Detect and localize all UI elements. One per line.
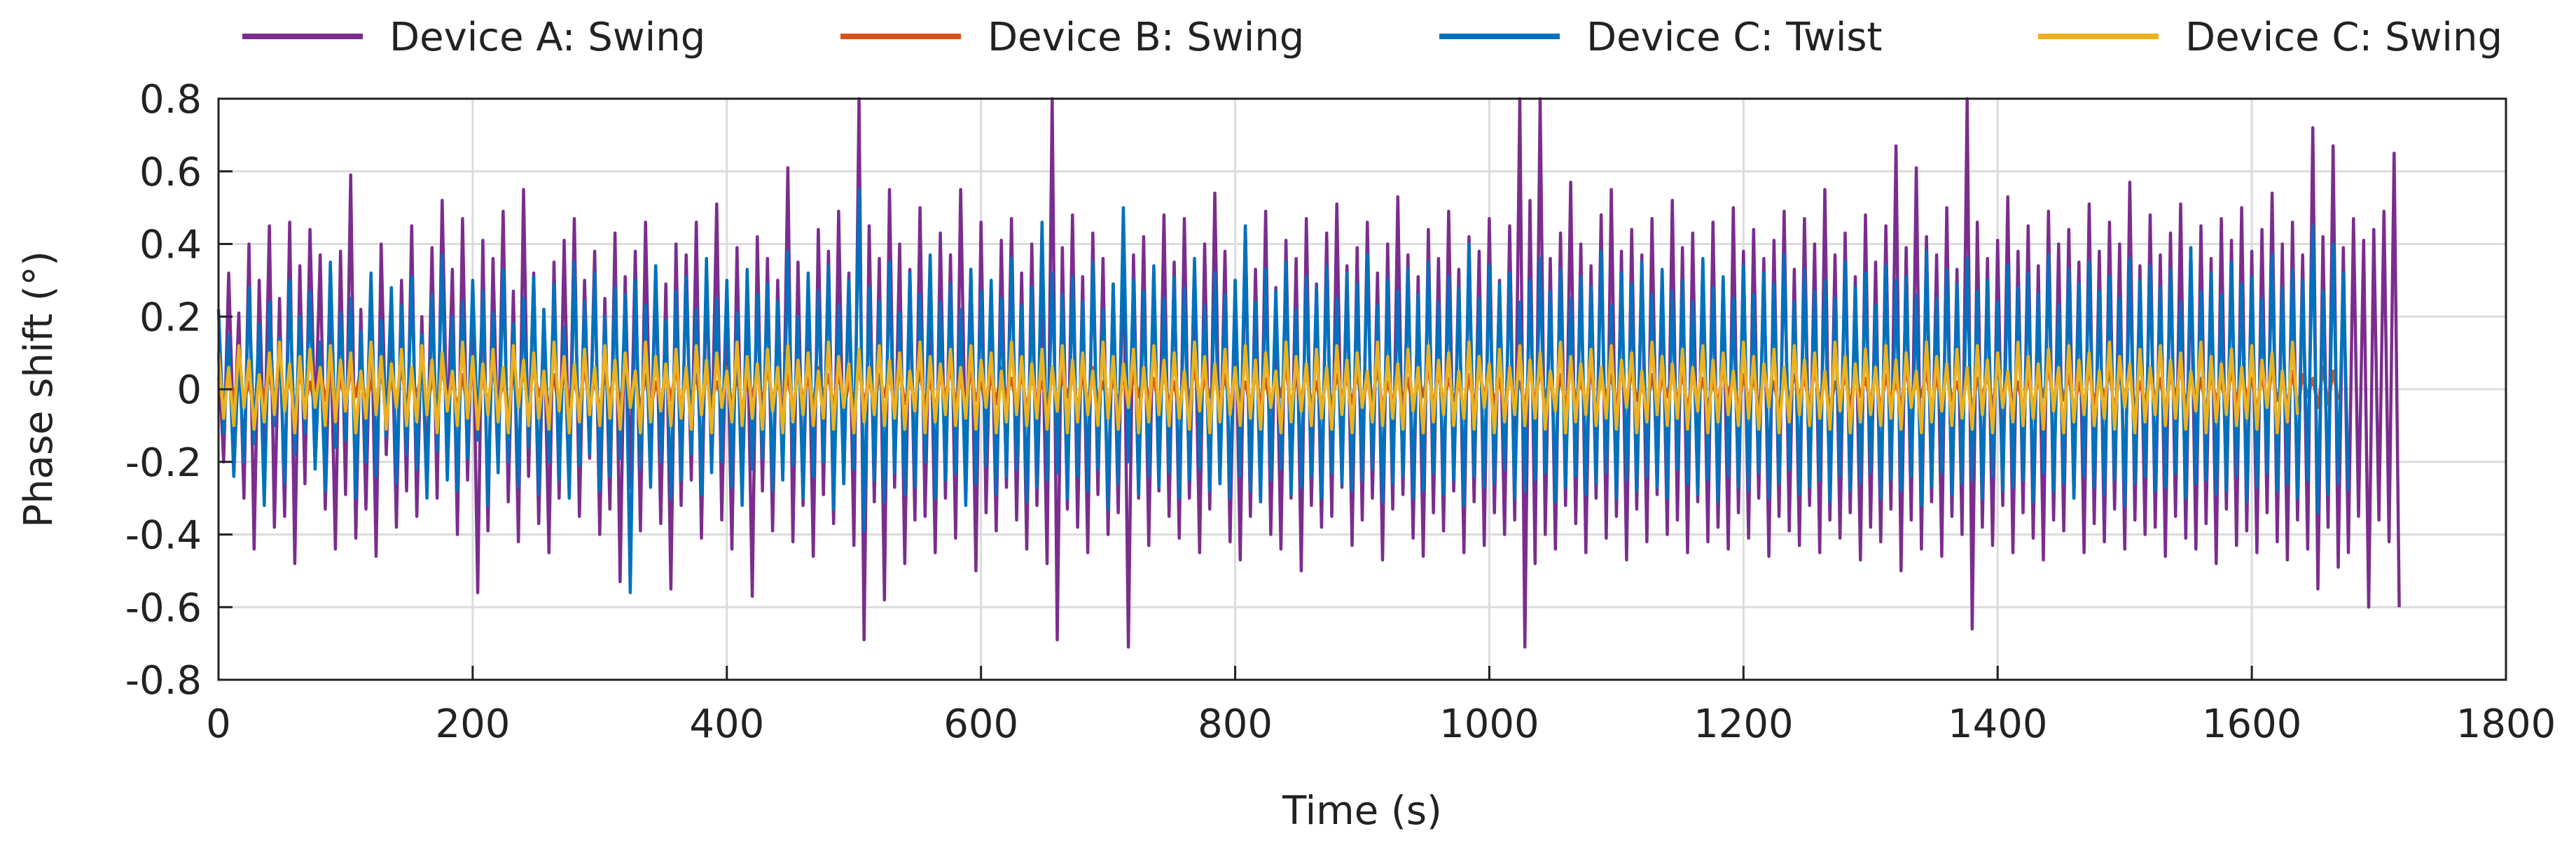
series-layer (216, 97, 2401, 649)
legend: Device A: Swing Device B: Swing Device C: … (242, 15, 2502, 60)
x-tick-label: 0 (206, 701, 231, 747)
y-tick-label: -0.2 (125, 440, 202, 486)
x-tick-label: 1000 (1439, 701, 1539, 747)
x-tick-label: 1800 (2456, 701, 2556, 747)
y-tick-label: 0.2 (139, 295, 202, 340)
x-axis-label: Time (s) (1282, 788, 1442, 834)
y-tick-label: -0.6 (125, 585, 202, 631)
x-tick-label: 1600 (2202, 701, 2302, 747)
legend-label: Device C: Twist (1586, 15, 1883, 60)
legend-label: Device A: Swing (389, 15, 705, 60)
x-tick-label: 400 (689, 701, 764, 747)
legend-label: Device C: Swing (2185, 15, 2502, 60)
y-tick-label: 0.6 (139, 150, 202, 195)
legend-label: Device B: Swing (988, 15, 1304, 60)
y-tick-label: -0.4 (125, 513, 202, 559)
x-tick-label: 800 (1198, 701, 1273, 747)
axis-ticks (217, 97, 2507, 681)
x-tick-label: 1200 (1694, 701, 1794, 747)
x-tick-label: 600 (943, 701, 1018, 747)
y-tick-label: 0.4 (139, 223, 202, 268)
tick-labels: 0 200 400 600 800 1000 1200 1400 1600 1800 -0.8 -0.… (125, 77, 2556, 747)
y-tick-label: 0.8 (139, 77, 202, 123)
y-axis-label: Phase shift (°) (16, 251, 62, 527)
x-tick-label: 1400 (1948, 701, 2048, 747)
series-line-4 (216, 340, 2299, 435)
y-tick-label: 0 (176, 368, 202, 413)
y-tick-label: -0.8 (125, 658, 202, 704)
x-tick-label: 200 (435, 701, 510, 747)
